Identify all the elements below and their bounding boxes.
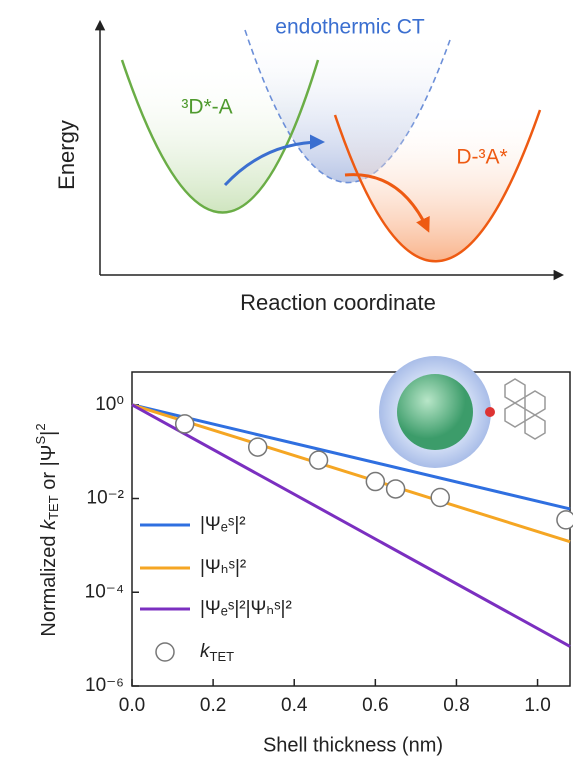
state-label: D-³A* — [456, 146, 507, 169]
x-tick-label: 0.8 — [443, 695, 469, 716]
state-label: ³D*-A — [181, 96, 232, 119]
label-part: TET — [46, 495, 61, 520]
legend-label: |Ψₑˢ|²|Ψₕˢ|² — [200, 598, 292, 619]
y-tick-label: 10⁻⁶ — [85, 675, 124, 696]
y-tick-label: 10⁻² — [87, 488, 125, 509]
data-point — [365, 471, 386, 492]
legend-marker — [155, 642, 175, 662]
label-part: S — [33, 436, 48, 445]
data-point — [308, 450, 329, 470]
donor-well — [120, 59, 320, 214]
data-point — [556, 510, 573, 530]
inset — [379, 356, 546, 468]
plot-frame — [131, 371, 571, 687]
axis-label: Reaction coordinate — [240, 290, 436, 315]
label-part: or |Ψ — [38, 445, 60, 496]
legend-label: kTET — [200, 641, 234, 664]
acceptor-well — [333, 109, 542, 263]
x-tick-label: 0.0 — [119, 695, 145, 716]
energy-diagram: Energy Reaction coordinate ³D*-A endothe… — [54, 16, 565, 315]
series-line — [131, 403, 571, 648]
data-point — [385, 479, 406, 499]
data-point — [174, 414, 195, 434]
legend-label: |Ψₑˢ|² — [200, 514, 246, 535]
label-part: | — [38, 431, 60, 436]
state-label: endothermic CT — [275, 16, 425, 39]
axis-label: Energy — [54, 120, 79, 190]
x-tick-label: 1.0 — [524, 695, 550, 716]
x-tick-label: 0.6 — [362, 695, 388, 716]
x-tick-label: 0.2 — [200, 695, 226, 716]
y-tick-label: 10⁰ — [95, 394, 124, 415]
label-part: 2 — [33, 423, 48, 430]
transfer-arrow — [344, 173, 430, 233]
data-point — [430, 487, 450, 508]
x-tick-label: 0.4 — [281, 695, 308, 716]
donor-well-fill — [122, 60, 318, 213]
transfer-arrow — [223, 134, 325, 187]
linker — [485, 407, 495, 417]
x-axis-label: Shell thickness (nm) — [263, 734, 443, 756]
molecule — [504, 378, 546, 440]
legend-label: |Ψₕˢ|² — [200, 557, 246, 578]
legend-label-part: TET — [210, 649, 235, 664]
y-tick-label: 10⁻⁴ — [85, 581, 124, 602]
data-point — [247, 437, 268, 457]
core — [397, 374, 473, 450]
y-axis-label: Normalized kTET or |ΨS|2 — [33, 423, 61, 636]
label-part: k — [38, 519, 60, 530]
legend-label-part: k — [200, 641, 211, 662]
label-part: Normalized — [38, 530, 60, 637]
series-line — [131, 403, 571, 544]
series-line — [131, 403, 571, 511]
chart: Shell thickness (nm) Normalized kTET or … — [33, 356, 571, 756]
